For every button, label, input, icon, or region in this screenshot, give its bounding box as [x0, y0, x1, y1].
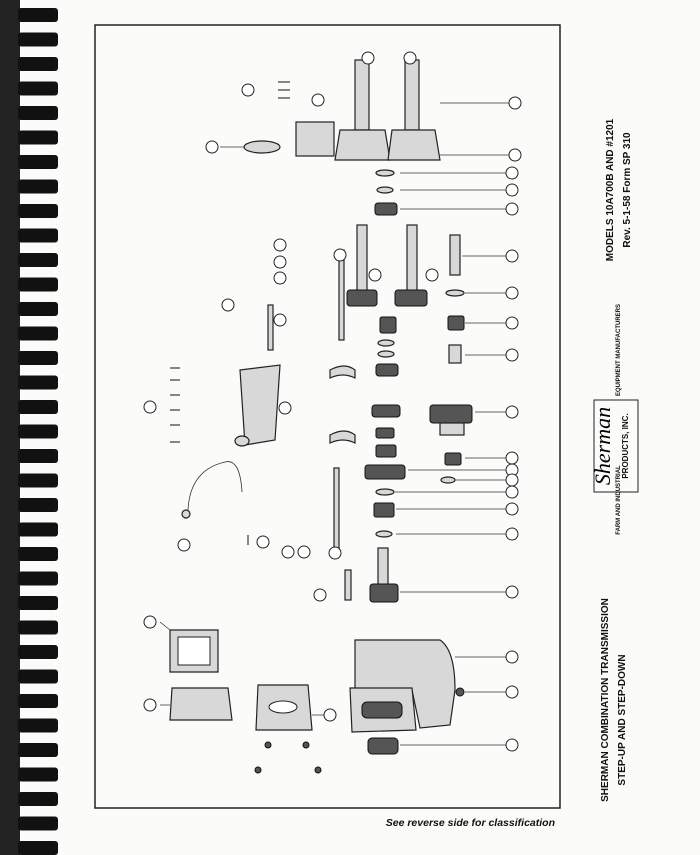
binding-ring: [18, 32, 58, 47]
binding-ring: [18, 743, 58, 757]
binding-ring: [18, 302, 58, 316]
binding-ring: [18, 694, 58, 708]
binding-ring: [18, 57, 58, 71]
title-line1: SHERMAN COMBINATION TRANSMISSION: [600, 598, 611, 802]
logo-brand: Sherman: [590, 407, 615, 485]
binding-ring: [18, 253, 58, 267]
binding-ring: [18, 571, 58, 586]
binding-ring: [18, 424, 58, 439]
logo-tagline-bottom: FARM AND INDUSTRIAL: [616, 465, 622, 535]
footer-note: See reverse side for classification: [386, 817, 555, 829]
binding-ring: [18, 645, 58, 659]
binding-ring: [18, 596, 58, 610]
binding-ring: [18, 130, 58, 145]
binding-ring: [18, 375, 58, 390]
binding-ring: [18, 547, 58, 561]
binding-ring: [18, 8, 58, 22]
binding-ring: [18, 204, 58, 218]
revision-text: Rev. 5-1-58 Form SP 310: [622, 132, 633, 248]
binding-ring: [18, 228, 58, 243]
binding-ring: [18, 841, 58, 855]
binding-ring: [18, 81, 58, 96]
binding-ring: [18, 669, 58, 684]
binding-ring: [18, 351, 58, 365]
models-text: MODELS 10A700B AND #1201: [605, 118, 616, 261]
diagram-border: [94, 24, 561, 809]
binding-ring: [18, 718, 58, 733]
exploded-diagram: [143, 51, 522, 774]
binding-ring: [18, 767, 58, 782]
binding-ring: [18, 179, 58, 194]
binding-ring: [18, 816, 58, 831]
binding-ring: [18, 400, 58, 414]
binding-ring: [18, 106, 58, 120]
logo-box: [593, 399, 639, 493]
binding-ring: [18, 155, 58, 169]
binding-ring: [18, 792, 58, 806]
binding-ring: [18, 620, 58, 635]
binding-ring: [18, 498, 58, 512]
binding-spine: [0, 0, 20, 855]
title-line2: STEP-UP AND STEP-DOWN: [617, 654, 628, 785]
logo-tagline-top: EQUIPMENT MANUFACTURERS: [616, 304, 622, 396]
binding-ring: [18, 449, 58, 463]
binding-ring: [18, 326, 58, 341]
binding-ring: [18, 473, 58, 488]
logo-company: PRODUCTS, INC.: [621, 413, 630, 478]
spiral-binding: [0, 0, 58, 855]
binding-ring: [18, 522, 58, 537]
binding-ring: [18, 277, 58, 292]
